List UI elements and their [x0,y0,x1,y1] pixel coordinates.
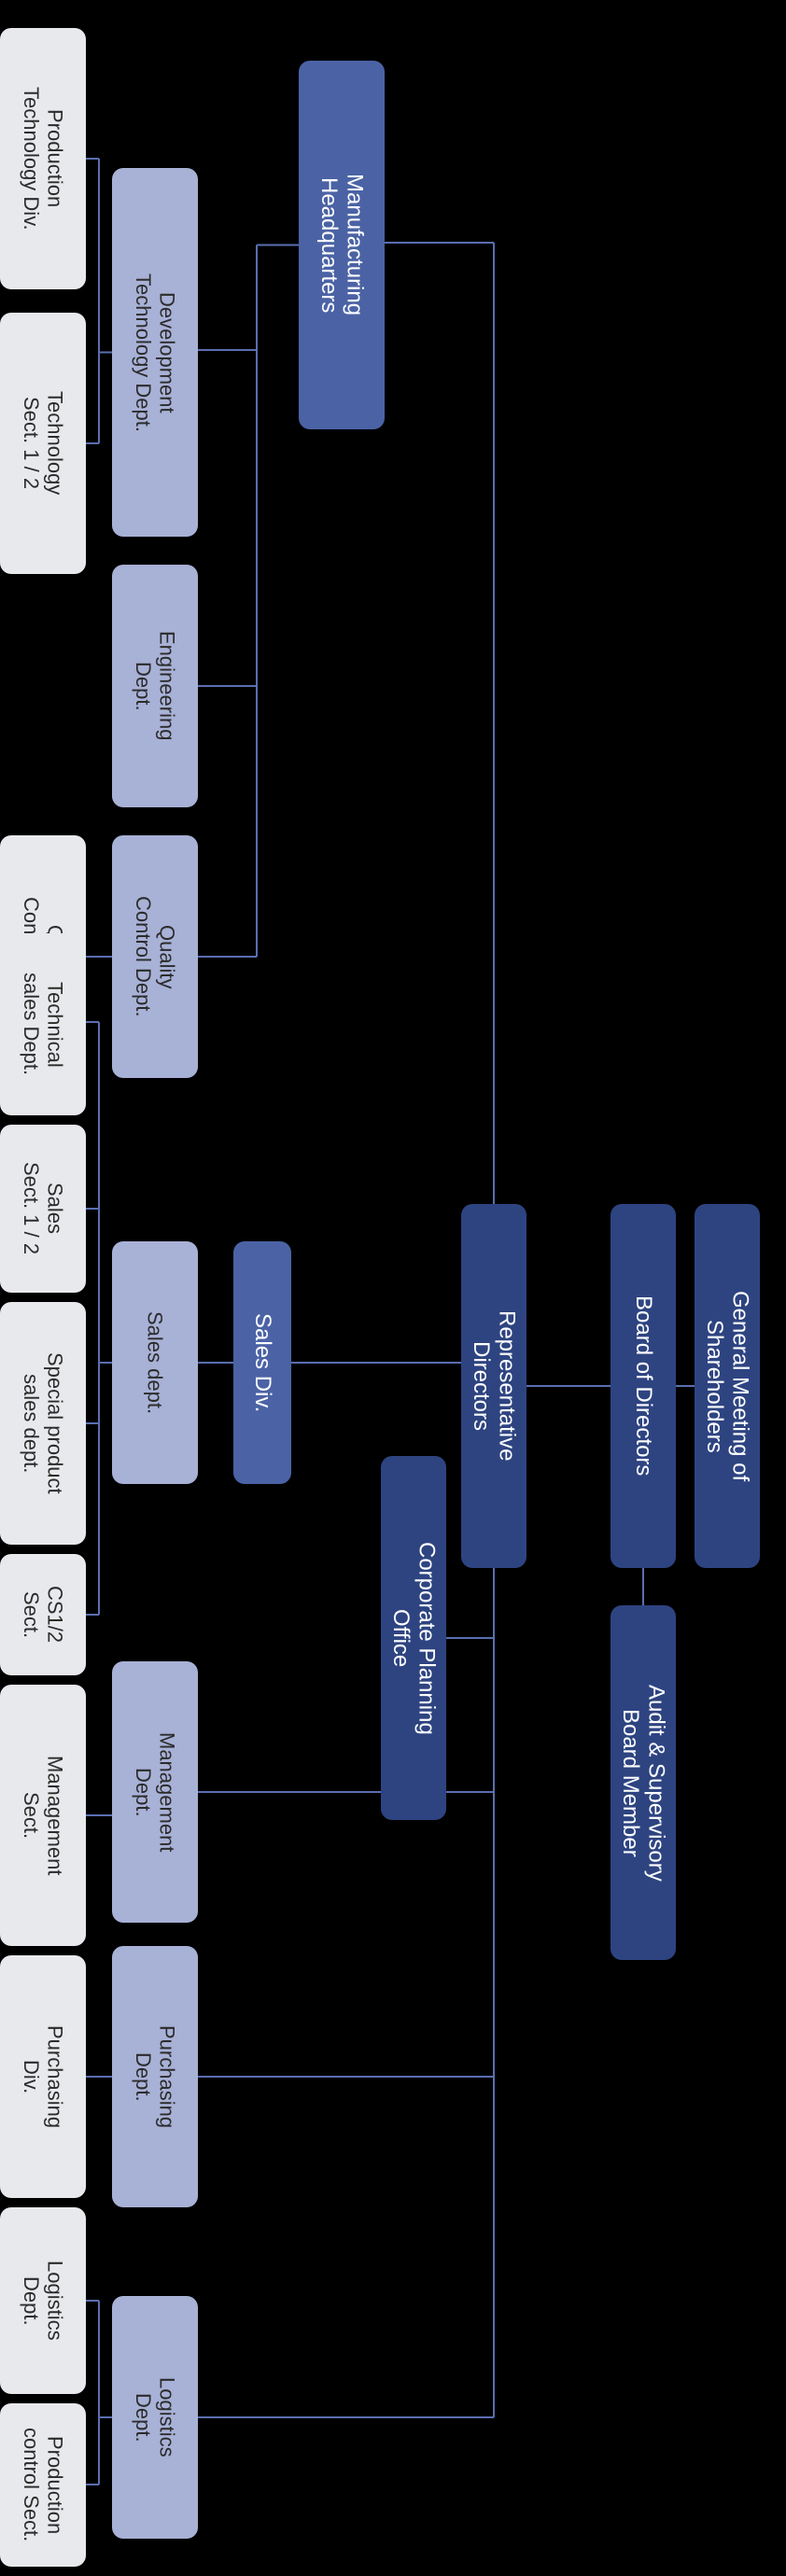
node-ts12: Technology Sect. 1 / 2 [0,313,86,574]
label-mgsect: Management Sect. [20,1756,67,1875]
node-lsect: Logistics Dept. [0,2207,86,2394]
node-qcdept: Quality Control Dept. [112,835,198,1078]
node-tsales: Technical sales Dept. [0,933,86,1115]
node-cpo: Corporate Planning Office [381,1456,446,1820]
label-qcdept: Quality Control Dept. [132,896,179,1017]
label-tsales: Technical sales Dept. [20,973,67,1075]
node-audit: Audit & Supervisory Board Member [611,1605,676,1960]
label-sdept: Sales dept. [143,1311,166,1414]
node-rep: Representative Directors [461,1204,526,1568]
label-ts12: Technology Sect. 1 / 2 [20,391,67,495]
node-ptd: Production Technology Div. [0,28,86,289]
node-cs12: CS1/2 Sect. [0,1554,86,1675]
node-mgdept: Management Dept. [112,1661,198,1923]
label-lsect: Logistics Dept. [20,2261,67,2341]
node-lodept: Logistics Dept. [112,2296,198,2539]
node-pudept: Purchasing Dept. [112,1946,198,2207]
label-pudept: Purchasing Dept. [132,2025,179,2128]
label-gms: General Meeting of Shareholders [701,1291,752,1481]
label-rep: Representative Directors [468,1310,519,1461]
label-mfg: Manufacturing Headquarters [316,174,367,315]
node-bod: Board of Directors [611,1204,676,1568]
node-s12: Sales Sect. 1 / 2 [0,1125,86,1293]
label-salesd: Sales Div. [249,1313,275,1412]
node-spsd: Special product sales dept. [0,1302,86,1545]
label-mgdept: Management Dept. [132,1732,179,1852]
node-pcsect: Production control Sect. [0,2403,86,2567]
label-bod: Board of Directors [630,1295,656,1476]
label-cs12: CS1/2 Sect. [20,1586,67,1643]
node-mfg: Manufacturing Headquarters [299,61,385,429]
node-salesd: Sales Div. [233,1241,291,1484]
label-ptd: Production Technology Div. [20,87,67,231]
node-pudiv: Purchasing Div. [0,1955,86,2198]
label-pudiv: Purchasing Div. [20,2025,67,2128]
label-lodept: Logistics Dept. [132,2377,179,2457]
label-pcsect: Production control Sect. [20,2428,67,2541]
node-mgsect: Management Sect. [0,1685,86,1946]
label-cpo: Corporate Planning Office [387,1542,439,1735]
label-s12: Sales Sect. 1 / 2 [20,1162,67,1254]
node-sdept: Sales dept. [112,1241,198,1484]
node-eng: Engineering Dept. [112,565,198,807]
label-devt: Development Technology Dept. [132,273,179,432]
label-spsd: Special product sales dept. [20,1352,67,1494]
label-audit: Audit & Supervisory Board Member [617,1685,668,1882]
node-gms: General Meeting of Shareholders [695,1204,760,1568]
node-devt: Development Technology Dept. [112,168,198,537]
label-eng: Engineering Dept. [132,631,179,740]
